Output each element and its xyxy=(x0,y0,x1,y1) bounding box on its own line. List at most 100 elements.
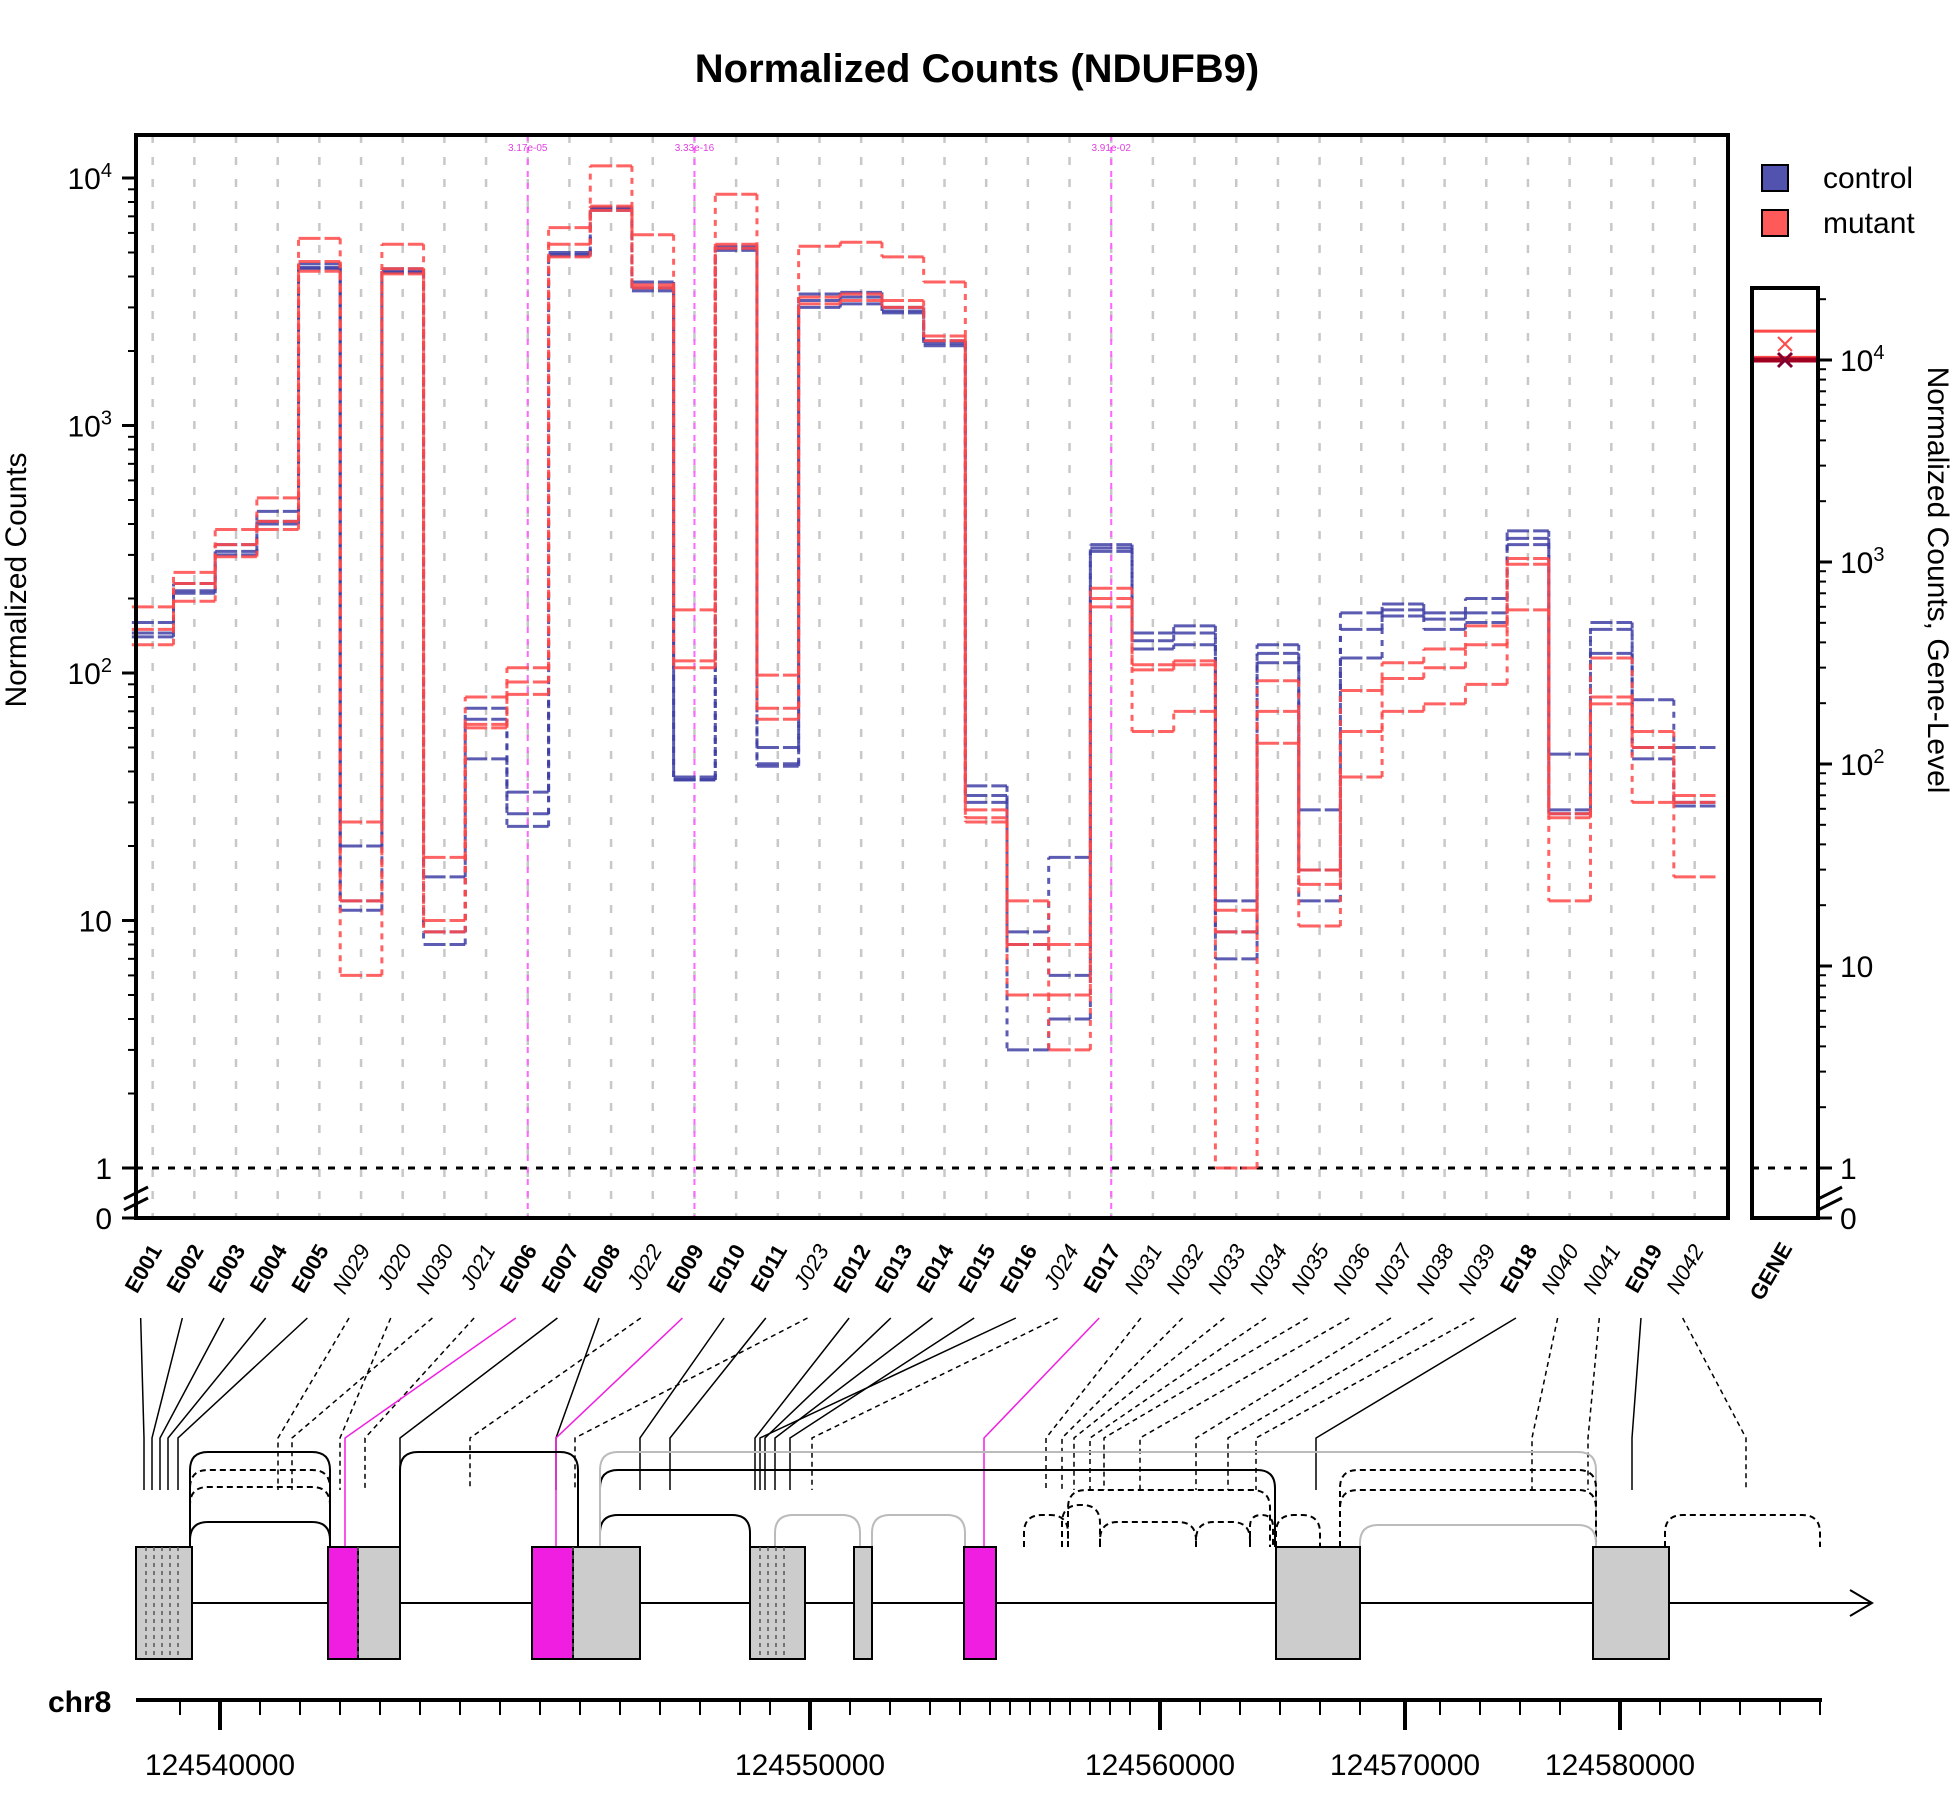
feature-label-E001: E001 xyxy=(120,1240,167,1297)
feature-label-E009: E009 xyxy=(661,1240,708,1297)
connector-N031 xyxy=(1045,1317,1142,1490)
connector-E002 xyxy=(151,1317,184,1490)
feature-label-E015: E015 xyxy=(953,1240,1000,1297)
coord-label-124560000: 124560000 xyxy=(1085,1749,1235,1782)
connector-J021 xyxy=(364,1317,475,1490)
connector-N039 xyxy=(1255,1317,1475,1490)
connector-E012 xyxy=(754,1317,850,1490)
series-mutant-5 xyxy=(131,208,1716,1170)
feature-label-E005: E005 xyxy=(286,1240,333,1297)
ytick-label-10^2: 102 xyxy=(68,655,113,691)
connector-N036 xyxy=(1139,1317,1350,1490)
feature-label-N031: N031 xyxy=(1119,1240,1167,1298)
junction-arc-19 xyxy=(1359,1524,1597,1547)
ytick-label-10^4: 104 xyxy=(68,160,113,196)
feature-label-J021: J021 xyxy=(454,1240,500,1295)
junction-arc-12 xyxy=(1067,1489,1271,1547)
feature-label-E013: E013 xyxy=(870,1240,917,1297)
feature-label-N042: N042 xyxy=(1661,1240,1709,1298)
ytick-label-0: 0 xyxy=(95,1203,112,1236)
connector-E006 xyxy=(344,1317,517,1547)
feature-label-N029: N029 xyxy=(327,1240,375,1298)
gene-panel-frame xyxy=(1750,286,1820,1220)
junction-arc-11 xyxy=(1061,1504,1101,1547)
exon-block-0 xyxy=(135,1546,193,1660)
junction-arc-16 xyxy=(1275,1514,1321,1547)
connector-E015 xyxy=(789,1317,975,1490)
connector-E013 xyxy=(764,1317,892,1490)
junction-arc-4 xyxy=(399,1451,579,1547)
coord-label-124550000: 124550000 xyxy=(735,1749,885,1782)
gene-ytick-label-10: 10 xyxy=(1840,951,1873,984)
coord-label-124570000: 124570000 xyxy=(1330,1749,1480,1782)
connector-N040 xyxy=(1531,1317,1559,1490)
junction-arc-8 xyxy=(774,1514,861,1547)
feature-label-E012: E012 xyxy=(828,1240,875,1297)
feature-label-E016: E016 xyxy=(995,1240,1042,1297)
feature-label-N037: N037 xyxy=(1369,1239,1417,1298)
junction-arc-14 xyxy=(1195,1521,1251,1547)
feature-label-N039: N039 xyxy=(1453,1240,1501,1298)
exon-block-7 xyxy=(1592,1546,1670,1660)
feature-label-N035: N035 xyxy=(1286,1239,1334,1298)
chart-title: Normalized Counts (NDUFB9) xyxy=(695,47,1259,91)
junction-arc-20 xyxy=(1664,1514,1821,1547)
junction-arc-0 xyxy=(189,1451,331,1547)
axis-break-b xyxy=(123,1196,149,1212)
legend-label-mutant: mutant xyxy=(1823,207,1915,240)
feature-label-E010: E010 xyxy=(703,1240,750,1297)
gene-mean-marker-b-1 xyxy=(1776,351,1794,369)
connector-E001 xyxy=(139,1317,145,1490)
feature-label-N030: N030 xyxy=(411,1239,459,1298)
feature-label-N038: N038 xyxy=(1411,1239,1459,1298)
legend: control mutant xyxy=(1761,162,1915,240)
legend-swatch-mutant xyxy=(1761,209,1789,237)
connector-J023 xyxy=(574,1317,808,1490)
connector-E017 xyxy=(983,1317,1100,1547)
connector-N042 xyxy=(1681,1317,1747,1490)
connector-N038 xyxy=(1227,1317,1433,1490)
gene-ytick-label-1: 1 xyxy=(1840,1153,1857,1186)
pvalue-E006: 3.17e-05 xyxy=(508,143,548,154)
feature-label-E017: E017 xyxy=(1078,1240,1125,1297)
connector-J022 xyxy=(469,1317,642,1490)
connector-N037 xyxy=(1195,1317,1392,1490)
connector-J020 xyxy=(339,1317,392,1490)
junction-arc-2 xyxy=(189,1486,331,1547)
legend-label-control: control xyxy=(1823,162,1913,195)
connector-E005 xyxy=(177,1317,308,1490)
gene-ytick-label-10^4: 104 xyxy=(1840,342,1885,378)
gene-axis-break-a xyxy=(1817,1185,1843,1201)
gene-model-track xyxy=(135,1451,1874,1660)
chromosome-label: chr8 xyxy=(48,1686,111,1719)
junction-arc-7 xyxy=(599,1451,1597,1547)
connector-N035 xyxy=(1103,1317,1308,1490)
genomic-coordinate-axis: chr8 124540000 124550000 124560000 124570000… xyxy=(48,1686,1822,1782)
connector-E010 xyxy=(639,1317,725,1490)
connector-E004 xyxy=(167,1317,267,1490)
legend-swatch-control xyxy=(1761,164,1789,192)
connector-E014 xyxy=(774,1317,933,1490)
junction-arc-5 xyxy=(599,1514,751,1547)
connector-E019 xyxy=(1631,1317,1642,1490)
connector-N034 xyxy=(1089,1317,1267,1490)
gene-ytick-label-10^3: 103 xyxy=(1840,544,1885,580)
junction-arc-3 xyxy=(189,1521,331,1547)
feature-label-E002: E002 xyxy=(161,1240,208,1297)
gene-ytick-label-0: 0 xyxy=(1840,1203,1857,1236)
ytick-label-1: 1 xyxy=(95,1153,112,1186)
junction-arc-17 xyxy=(1339,1469,1597,1547)
feature-label-E007: E007 xyxy=(536,1240,583,1297)
pvalue-E009: 3.33e-16 xyxy=(675,143,715,154)
significant-exon-2 xyxy=(963,1546,997,1660)
feature-label-E019: E019 xyxy=(1620,1240,1667,1297)
feature-label-N040: N040 xyxy=(1536,1239,1584,1298)
connector-N032 xyxy=(1061,1317,1184,1490)
y-axis-label-right: Normalized Counts, Gene-Level xyxy=(1921,367,1954,794)
feature-label-N036: N036 xyxy=(1328,1239,1376,1298)
connector-J024 xyxy=(811,1317,1058,1490)
feature-connectors xyxy=(139,1317,1747,1547)
series-mutant-3 xyxy=(131,164,1716,946)
